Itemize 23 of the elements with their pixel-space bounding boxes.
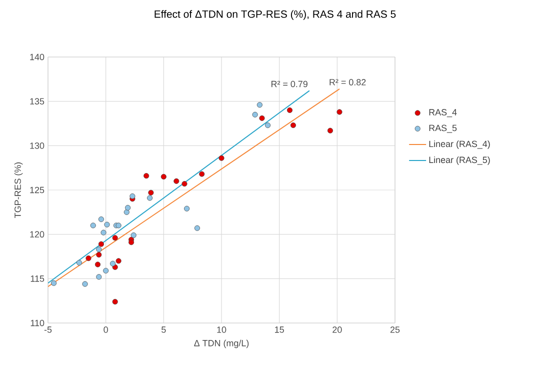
y-tick-label: 130 [30, 142, 44, 149]
x-tick-label: -5 [44, 326, 52, 333]
legend-label: RAS_4 [429, 109, 457, 118]
y-tick-label: 110 [30, 320, 44, 326]
x-tick-label: 20 [332, 326, 342, 333]
x-tick-label: 0 [104, 326, 108, 333]
legend-label: RAS_5 [429, 124, 457, 133]
y-tick-label: 125 [30, 186, 44, 194]
annotation: R² = 0.79 [271, 80, 308, 88]
x-tick-label: 15 [275, 326, 284, 333]
legend-label: Linear (RAS_5) [429, 156, 490, 165]
annotation: R² = 0.82 [330, 79, 366, 86]
x-tick-label: 5 [162, 326, 166, 333]
y-tick-label: 135 [30, 98, 44, 105]
x-axis-title: Δ TDN (mg/L) [194, 340, 249, 348]
x-tick-label: 10 [217, 326, 226, 333]
y-tick-label: 140 [30, 54, 44, 60]
chart-title: Effect of ΔTDN on TGP-RES (%), RAS 4 and RAS 5 [154, 10, 396, 20]
legend-label: Linear (RAS_4) [429, 140, 490, 149]
x-tick-label: 25 [390, 326, 400, 333]
y-axis-title: TGP-RES (%) [14, 162, 23, 218]
y-tick-label: 120 [30, 231, 44, 238]
y-tick-label: 115 [30, 276, 44, 282]
